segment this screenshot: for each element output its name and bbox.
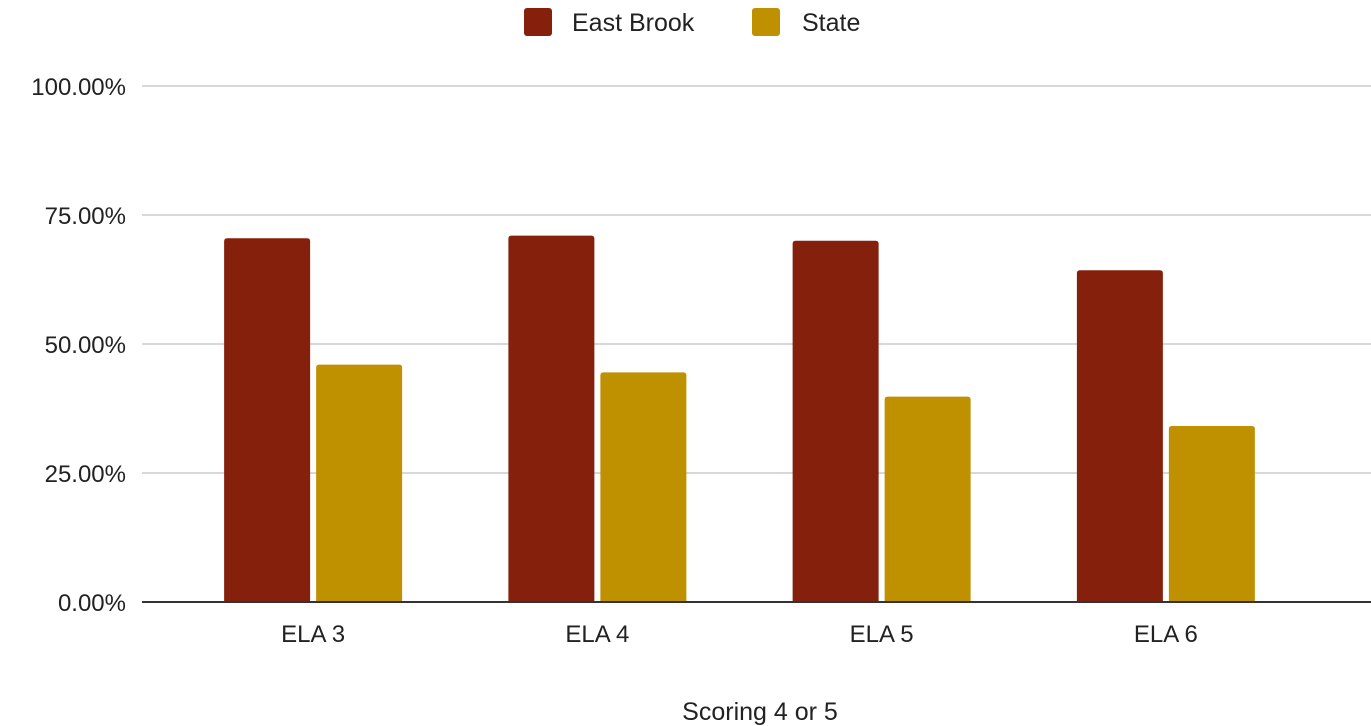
y-tick-label: 75.00% [45,203,126,230]
x-tick-label: ELA 3 [281,621,345,648]
bar-state-ela-5 [884,396,971,602]
legend-swatch-east-brook [524,8,552,36]
legend-label-east-brook: East Brook [572,9,695,37]
y-tick-label: 50.00% [45,332,126,359]
bar-state-ela-4 [600,372,687,602]
y-tick-label: 100.00% [31,74,126,101]
y-tick-label: 25.00% [45,461,126,488]
x-tick-label: ELA 4 [565,621,629,648]
x-tick-label: ELA 6 [1134,621,1198,648]
bar-east-brook-ela-4 [508,235,595,602]
bar-state-ela-3 [316,364,403,602]
bars [224,235,1255,603]
legend: East Brook State [524,8,860,37]
axes: 0.00% 25.00% 50.00% 75.00% 100.00% ELA 3 ELA 4… [31,74,1371,648]
x-tick-label: ELA 5 [850,621,914,648]
legend-swatch-state [752,8,780,36]
bar-east-brook-ela-3 [224,238,311,602]
x-axis-title: Scoring 4 or 5 [682,698,838,726]
legend-label-state: State [802,9,860,37]
bar-east-brook-ela-5 [792,240,879,603]
bar-east-brook-ela-6 [1076,270,1163,602]
gridlines [142,85,1371,474]
y-tick-label: 0.00% [58,590,126,617]
bar-state-ela-6 [1168,426,1255,602]
